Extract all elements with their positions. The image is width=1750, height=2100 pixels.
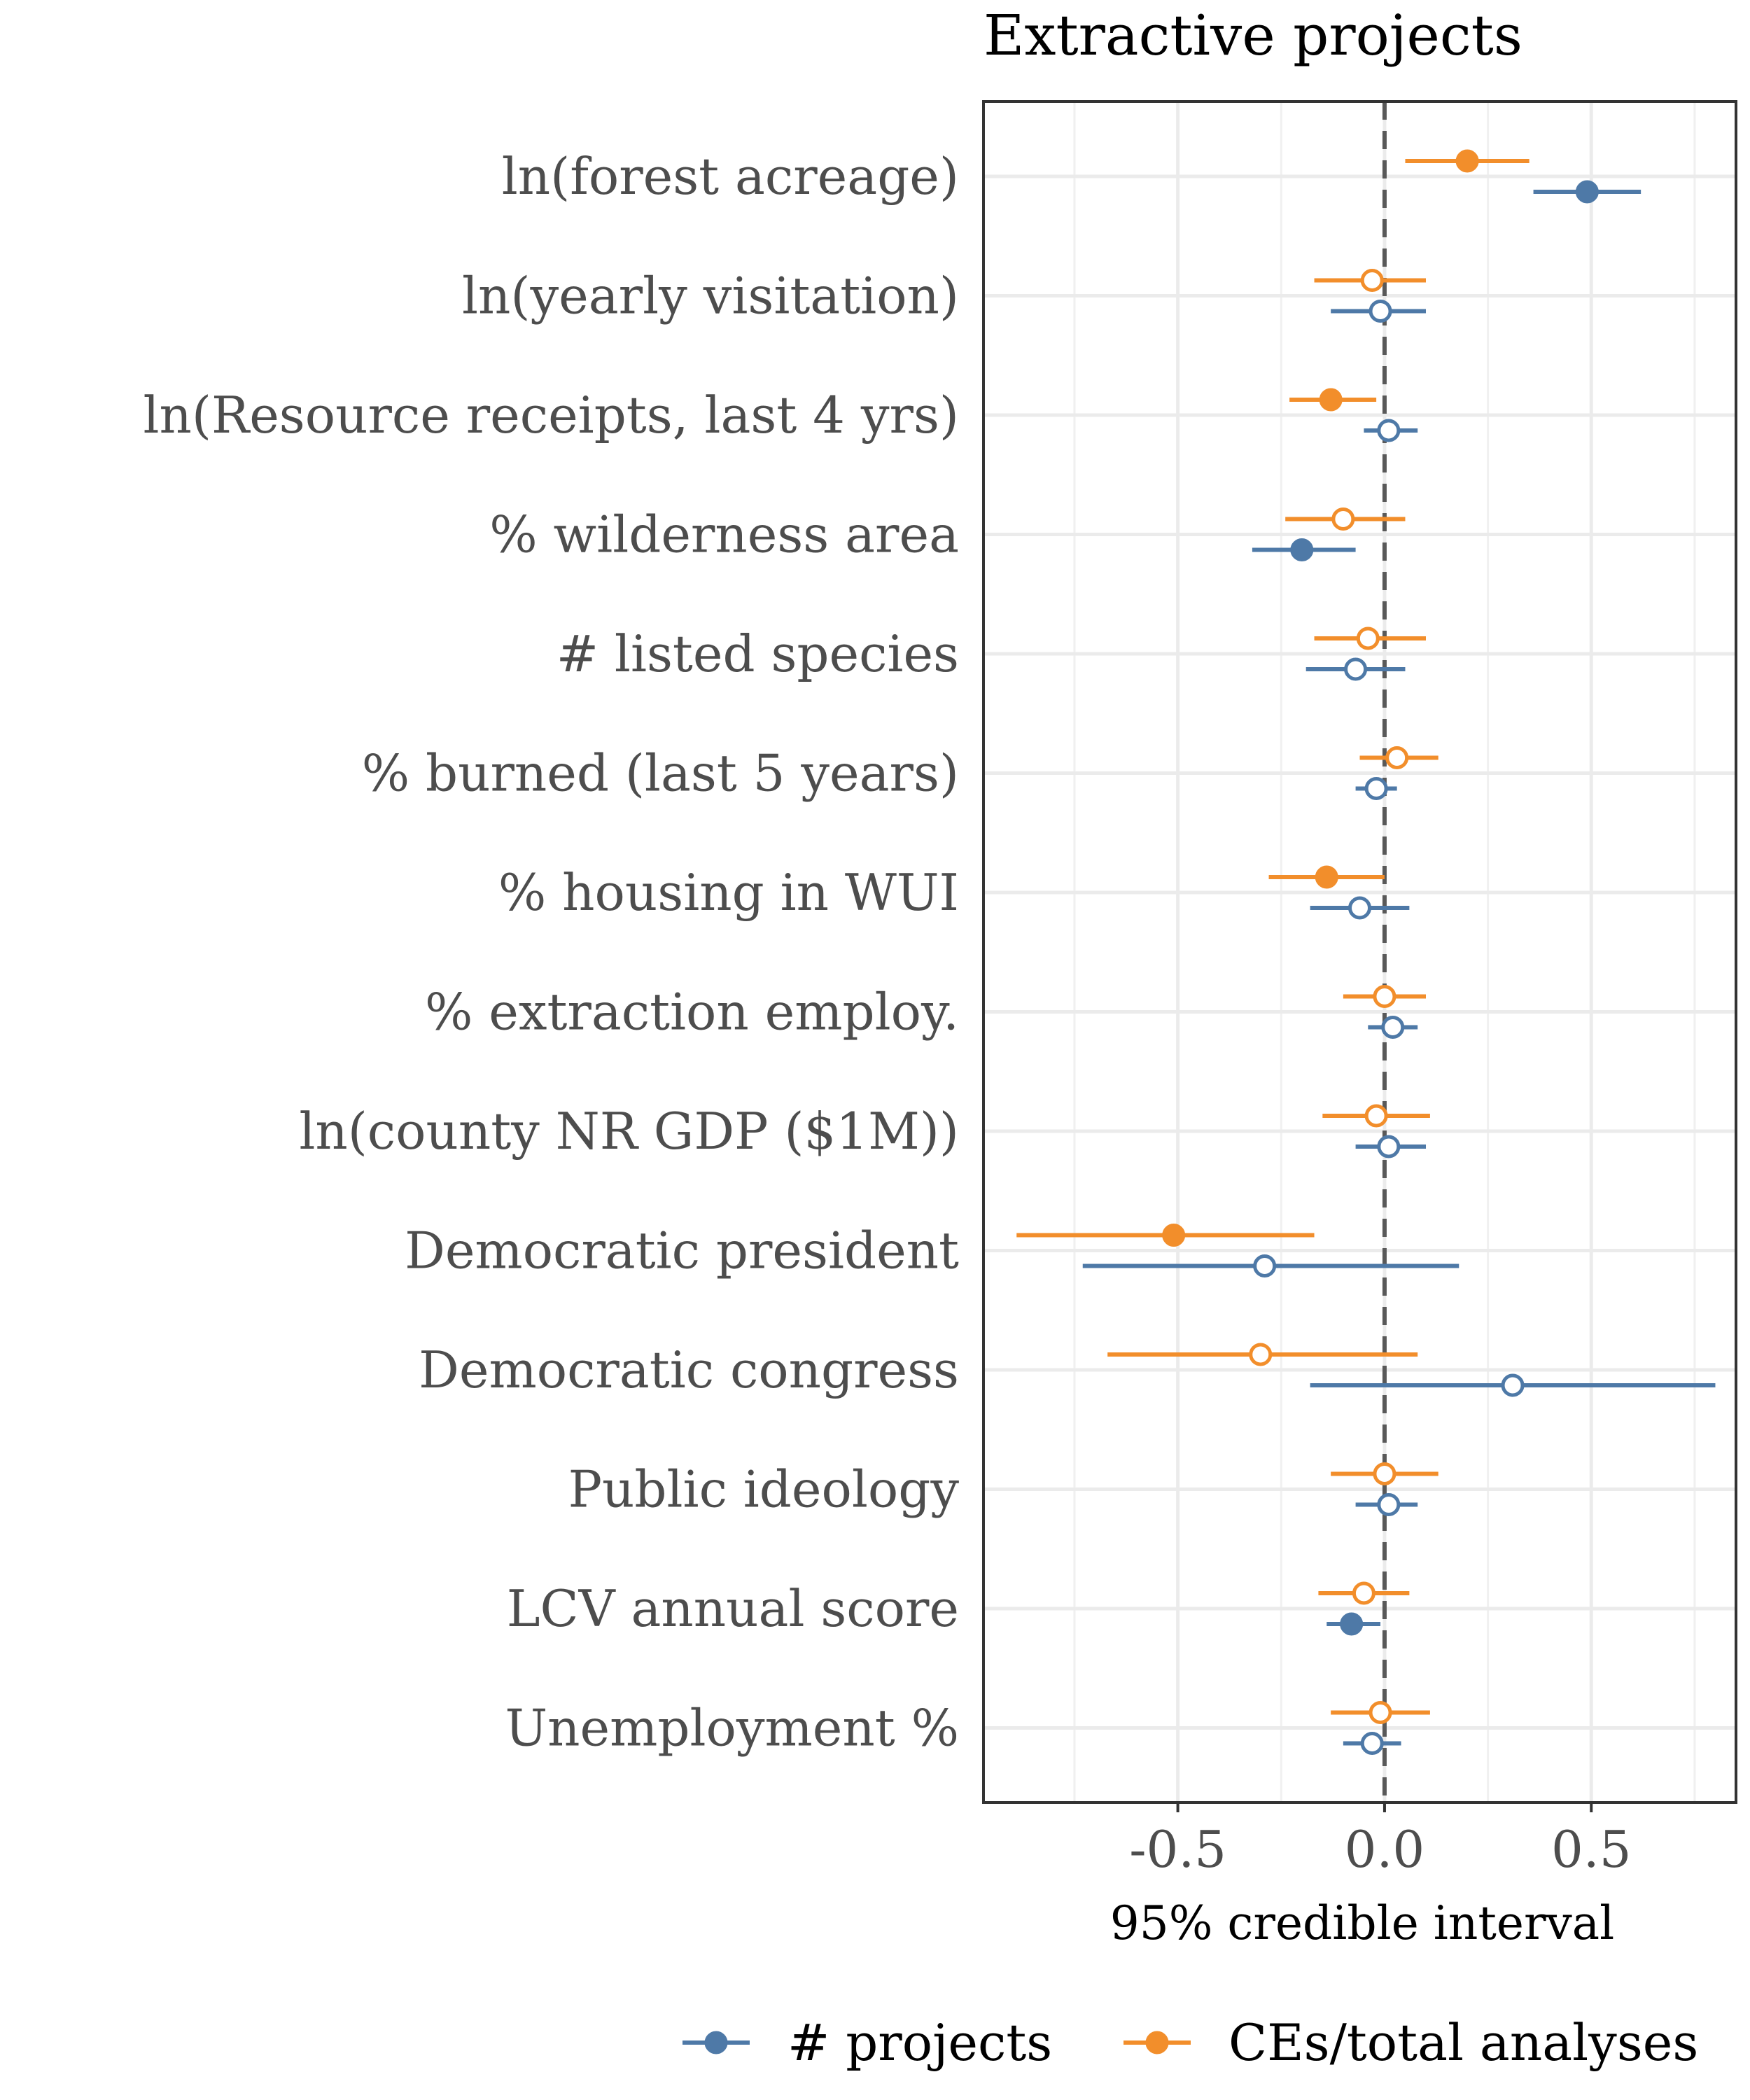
category-label: Democratic president	[405, 1222, 959, 1280]
legend: # projects CEs/total analyses	[682, 2013, 1698, 2072]
projects-point	[1368, 300, 1392, 323]
x-tick-label: 0.5	[1551, 1820, 1632, 1879]
ces-total-analyses-point	[1373, 985, 1396, 1008]
ces-total-analyses-point	[1455, 149, 1479, 173]
category-label: Unemployment %	[505, 1699, 959, 1758]
x-axis-ticks: -0.5 0.0 0.5	[1129, 1802, 1632, 1879]
projects-point	[1348, 896, 1371, 920]
legend-key-point	[1145, 2031, 1169, 2054]
ces-total-analyses-point	[1360, 269, 1384, 292]
legend-label-projects: # projects	[788, 2013, 1052, 2072]
ces-total-analyses-point	[1249, 1343, 1273, 1366]
category-label: Democratic congress	[419, 1340, 959, 1399]
category-label: # listed species	[556, 624, 959, 683]
x-tick-label: -0.5	[1129, 1820, 1226, 1879]
category-label: % wilderness area	[489, 505, 959, 564]
legend-key-point	[704, 2031, 728, 2054]
ces-total-analyses-point	[1364, 1104, 1388, 1128]
category-label: Public ideology	[568, 1460, 960, 1519]
ces-total-analyses-point	[1162, 1224, 1186, 1247]
ces-total-analyses-point	[1315, 865, 1338, 889]
projects-point	[1501, 1373, 1525, 1397]
ces-total-analyses-point	[1373, 1462, 1396, 1485]
ces-total-analyses-point	[1352, 1581, 1376, 1605]
grid-lines	[983, 102, 1736, 1802]
projects-point	[1377, 419, 1401, 442]
projects-point	[1290, 538, 1314, 561]
ces-total-analyses-point	[1319, 388, 1343, 412]
category-label: % extraction employ.	[425, 983, 959, 1042]
x-axis-title: 95% credible interval	[1110, 1896, 1615, 1950]
projects-point	[1253, 1254, 1277, 1278]
category-label: ln(yearly visitation)	[462, 267, 959, 326]
ces-total-analyses-point	[1331, 507, 1355, 531]
projects-point	[1344, 657, 1368, 681]
projects-point	[1377, 1135, 1401, 1158]
ces-total-analyses-point	[1356, 626, 1380, 650]
projects-point	[1340, 1612, 1364, 1636]
legend-label-ces-total-analyses: CEs/total analyses	[1228, 2013, 1698, 2072]
ces-total-analyses-point	[1385, 746, 1409, 769]
category-label: ln(county NR GDP ($1M))	[299, 1102, 959, 1161]
ces-total-analyses-point	[1368, 1701, 1392, 1724]
x-tick-label: 0.0	[1345, 1820, 1425, 1879]
projects-point	[1377, 1493, 1401, 1516]
projects-point	[1364, 777, 1388, 800]
category-labels: ln(forest acreage) ln(yearly visitation) l…	[144, 147, 960, 1758]
category-label: LCV annual score	[507, 1579, 959, 1638]
chart-title: Extractive projects	[983, 3, 1522, 68]
category-label: ln(Resource receipts, last 4 yrs)	[144, 386, 960, 444]
projects-point	[1575, 180, 1599, 204]
category-label: ln(forest acreage)	[502, 147, 959, 206]
chart-marks	[1016, 149, 1716, 1755]
category-label: % burned (last 5 years)	[362, 744, 959, 803]
projects-point	[1360, 1732, 1384, 1755]
category-label: % housing in WUI	[498, 863, 959, 922]
projects-point	[1381, 1016, 1405, 1039]
plot-panel-border	[982, 100, 1737, 1804]
